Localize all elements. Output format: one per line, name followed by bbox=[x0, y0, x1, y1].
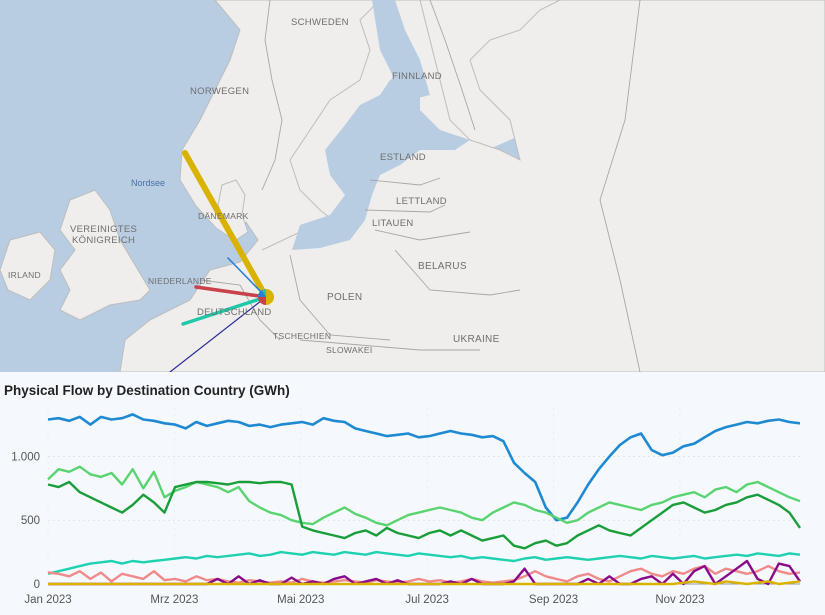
flow-line-chart[interactable]: 0 500 1.000 Jan 2023 Mrz 2023 Mai 2023 Jul 202… bbox=[0, 372, 825, 615]
country-label-daenemark: DÄNEMARK bbox=[198, 211, 249, 221]
country-label-polen: POLEN bbox=[327, 292, 363, 303]
flow-line-niederlande bbox=[194, 285, 268, 299]
country-label-tschechien: TSCHECHIEN bbox=[273, 331, 332, 341]
flow-line-daenemark bbox=[227, 257, 267, 298]
flow-line-frankreich bbox=[169, 296, 267, 372]
country-label-finnland: FINNLAND bbox=[392, 71, 442, 82]
gulf-of-bothnia bbox=[372, 0, 430, 100]
baltic-sea bbox=[292, 70, 470, 250]
ireland-land bbox=[0, 231, 56, 301]
series-line-2[interactable] bbox=[47, 480, 801, 550]
country-label-schweden: SCHWEDEN bbox=[291, 17, 349, 28]
country-label-ukraine: UKRAINE bbox=[453, 334, 500, 345]
flow-line-belgien bbox=[181, 295, 268, 326]
country-label-norwegen: NORWEGEN bbox=[190, 86, 250, 97]
country-label-slowakei: SLOWAKEI bbox=[326, 345, 373, 355]
x-tick-label: Sep 2023 bbox=[529, 594, 578, 606]
x-tick-label: Mai 2023 bbox=[277, 594, 324, 606]
series-line-1[interactable] bbox=[47, 465, 801, 527]
flow-map[interactable]: SCHWEDEN NORWEGEN FINNLAND ESTLAND LETTL… bbox=[0, 0, 825, 372]
great-britain-land bbox=[59, 189, 151, 321]
x-tick-label: Jan 2023 bbox=[24, 594, 71, 606]
sea-label-nordsee: Nordsee bbox=[131, 178, 166, 188]
country-label-niederlande: NIEDERLANDE bbox=[148, 276, 212, 286]
series-line-6[interactable] bbox=[48, 580, 801, 586]
country-label-deutschland: DEUTSCHLAND bbox=[197, 307, 272, 318]
country-label-belarus: BELARUS bbox=[418, 261, 467, 272]
y-tick-label: 500 bbox=[21, 515, 40, 527]
series-line-3[interactable] bbox=[47, 550, 801, 575]
series-line-0[interactable] bbox=[47, 413, 801, 522]
series-line-4[interactable] bbox=[47, 564, 801, 584]
hub-marker bbox=[257, 288, 274, 305]
x-tick-label: Jul 2023 bbox=[405, 594, 448, 606]
y-tick-label: 1.000 bbox=[11, 451, 40, 463]
country-label-lettland: LETTLAND bbox=[396, 196, 447, 207]
flow-lines bbox=[169, 150, 269, 372]
y-tick-label: 0 bbox=[34, 579, 40, 591]
country-label-estland: ESTLAND bbox=[380, 152, 426, 163]
x-tick-label: Mrz 2023 bbox=[150, 594, 198, 606]
country-label-vereinigtes-koenigreich: VEREINIGTES KÖNIGREICH bbox=[70, 224, 138, 246]
country-label-litauen: LITAUEN bbox=[372, 218, 414, 229]
country-label-irland: IRLAND bbox=[8, 270, 41, 280]
flow-line-norwegen bbox=[182, 150, 269, 300]
chart-title: Physical Flow by Destination Country (GW… bbox=[4, 383, 290, 398]
chart-panel: Physical Flow by Destination Country (GW… bbox=[0, 372, 825, 615]
scandinavia-land bbox=[119, 0, 825, 372]
x-tick-label: Nov 2023 bbox=[655, 594, 704, 606]
map-base bbox=[0, 0, 825, 372]
